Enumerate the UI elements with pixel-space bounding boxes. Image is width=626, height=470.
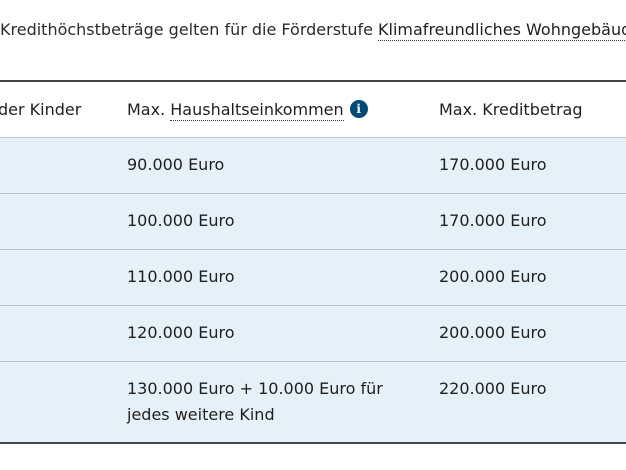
row-credit: 200.000 Euro	[439, 323, 547, 342]
header-income-link[interactable]: Haushaltseinkommen	[170, 100, 344, 121]
header-income: Max. Haushaltseinkommen i	[127, 100, 368, 121]
intro-link[interactable]: Klimafreundliches Wohngebäud	[378, 20, 626, 41]
table-row: 110.000 Euro 200.000 Euro	[0, 250, 626, 306]
row-income: 120.000 Euro	[127, 323, 235, 342]
intro-text: Kredithöchstbeträge gelten für die Förde…	[0, 20, 626, 41]
table-row: 130.000 Euro + 10.000 Euro für jedes wei…	[0, 362, 626, 442]
row-income: 130.000 Euro + 10.000 Euro für jedes wei…	[127, 379, 383, 424]
table-row: 120.000 Euro 200.000 Euro	[0, 306, 626, 362]
table-row: 100.000 Euro 170.000 Euro	[0, 194, 626, 250]
row-income: 100.000 Euro	[127, 211, 235, 230]
header-income-prefix: Max.	[127, 100, 171, 119]
table-header: der Kinder Max. Haushaltseinkommen i Max.…	[0, 82, 626, 138]
row-credit: 170.000 Euro	[439, 211, 547, 230]
table-row: 90.000 Euro 170.000 Euro	[0, 138, 626, 194]
header-children: der Kinder	[0, 100, 82, 119]
info-icon[interactable]: i	[349, 100, 368, 118]
row-credit: 170.000 Euro	[439, 155, 547, 174]
header-credit: Max. Kreditbetrag	[439, 100, 583, 119]
intro-label: Kredithöchstbeträge gelten für die Förde…	[0, 20, 379, 39]
row-income: 90.000 Euro	[127, 155, 225, 174]
row-credit: 220.000 Euro	[439, 379, 547, 398]
credit-table: der Kinder Max. Haushaltseinkommen i Max.…	[0, 80, 626, 444]
row-income: 110.000 Euro	[127, 267, 235, 286]
row-credit: 200.000 Euro	[439, 267, 547, 286]
